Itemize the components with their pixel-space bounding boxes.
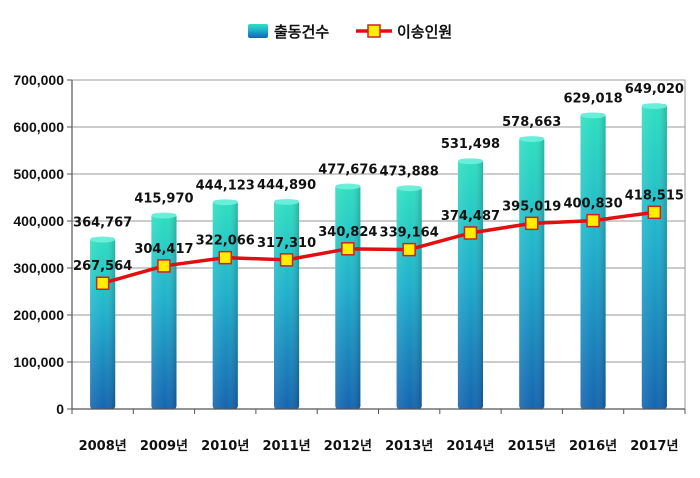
line-value-label: 418,515 [625,188,684,203]
y-tick-label: 300,000 [13,260,64,276]
bar-value-label: 477,676 [318,162,377,177]
bar-top [396,185,422,192]
bar-top [335,183,361,190]
y-tick-label: 500,000 [13,166,64,182]
legend: 출동건수 이송인원 [248,23,452,41]
x-tick-label: 2010년 [201,439,249,454]
bar-shade [519,137,545,410]
line-marker [279,253,294,267]
line-value-label: 339,164 [380,226,439,241]
y-tick-label: 400,000 [13,213,64,229]
line-marker [402,242,416,257]
x-tick-label: 2015년 [508,439,556,454]
bar-value-label: 473,888 [380,164,439,179]
y-tick-label: 200,000 [13,307,64,323]
line-marker [463,226,478,240]
y-axis: 0 100,000 200,000 300,000 400,000 500,000 600,… [13,72,73,417]
line-marker [525,216,539,231]
plot-area: 0 100,000 200,000 300,000 400,000 500,000 600,… [13,72,686,454]
bar-value-label: 415,970 [134,191,193,206]
line-marker [647,205,662,220]
bar-top [90,236,116,243]
line-value-label: 322,066 [196,234,255,249]
x-tick-label: 2012년 [324,439,372,454]
x-tick-label: 2016년 [569,439,617,454]
bar-shade [396,186,422,409]
line-marker [157,259,171,273]
bar-value-label: 444,890 [257,178,316,193]
y-tick-label: 600,000 [13,119,64,135]
bar-shade [335,184,361,409]
x-tick-label: 2011년 [262,439,310,454]
line-marker [586,213,600,228]
line-value-label: 395,019 [502,199,561,214]
bar-value-label: 649,020 [625,82,684,97]
bar-value-label: 578,663 [502,115,561,130]
bar-value-label: 629,018 [563,91,622,106]
bar-top [457,158,484,165]
line-marker [218,250,232,265]
legend-swatch-bars [248,24,268,38]
y-tick-label: 0 [56,401,64,417]
x-tick-label: 2013년 [385,439,433,454]
x-tick-label: 2017년 [630,439,678,454]
line-series [95,205,662,290]
line-value-label: 374,487 [441,209,500,224]
line-value-label: 267,564 [73,259,132,274]
bar-top [151,212,177,219]
bar-value-label: 364,767 [73,216,132,231]
legend-label-line: 이송인원 [397,23,452,41]
line-marker [341,242,355,256]
line-value-label: 317,310 [257,236,316,251]
x-tick-label: 2008년 [79,439,127,454]
y-tick-label: 100,000 [13,354,64,370]
bar-shade [273,199,300,409]
line-marker [95,276,110,290]
bar-shade [212,200,238,409]
line-path [102,210,655,285]
bar-shade [641,103,667,409]
x-tick-label: 2014년 [446,439,494,454]
bar-top [641,102,667,109]
bar-value-label: 531,498 [441,137,500,152]
bar-shade [457,159,484,409]
line-value-label: 304,417 [134,242,193,257]
legend-swatch-marker [367,24,381,38]
line-value-label: 400,830 [563,197,622,212]
bar-value-label: 444,123 [196,178,255,193]
x-axis: 2008년 2009년 2010년 2011년 2012년 2013년 2014년 2015년… [71,408,686,454]
bar-top [580,112,606,119]
line-value-label: 340,824 [318,225,377,240]
bar-top [519,136,545,143]
x-tick-label: 2009년 [140,439,188,454]
bar-top [212,199,238,206]
legend-label-bars: 출동건수 [274,23,329,41]
bar-shade [580,113,606,409]
bar-top [273,198,300,205]
y-tick-label: 700,000 [13,72,64,88]
